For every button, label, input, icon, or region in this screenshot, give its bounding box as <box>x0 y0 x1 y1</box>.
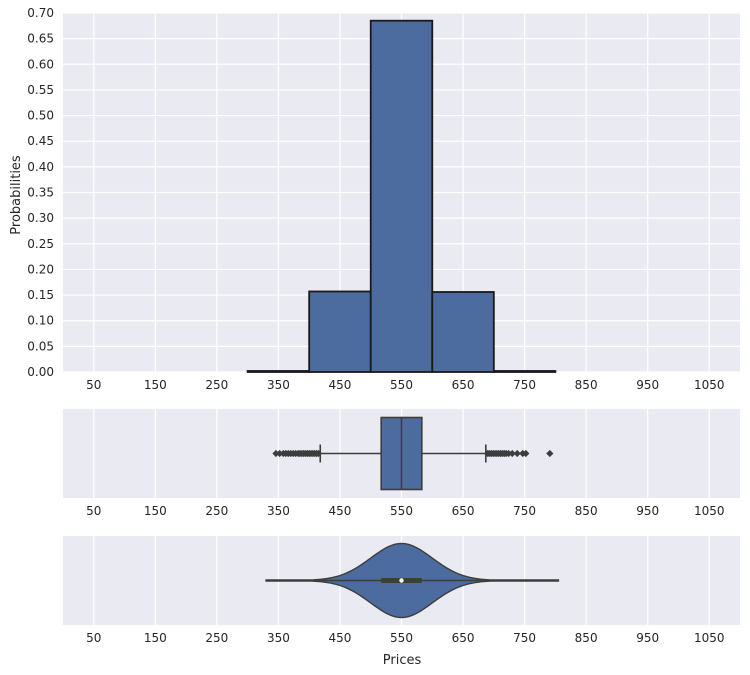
violin-panel: 50 150 250 350 450 550 650 750 850 950 1050 Prices <box>63 536 740 668</box>
x-tick-label: 850 <box>575 504 598 518</box>
y-tick-label: 0.45 <box>27 134 54 148</box>
x-tick-label: 750 <box>513 504 536 518</box>
y-tick-label: 0.20 <box>27 262 54 276</box>
y-tick-label: 0.60 <box>27 57 54 71</box>
x-tick-label: 650 <box>452 504 475 518</box>
x-tick-label: 250 <box>205 378 228 392</box>
x-tick-label: 350 <box>267 378 290 392</box>
x-tick-label: 150 <box>144 378 167 392</box>
histogram-bar <box>492 370 557 373</box>
histogram-bar <box>308 290 372 373</box>
x-tick-label: 950 <box>636 631 659 645</box>
x-tick-label: 850 <box>575 631 598 645</box>
x-tick-label: 850 <box>575 378 598 392</box>
x-tick-label: 650 <box>452 378 475 392</box>
y-tick-label: 0.10 <box>27 314 54 328</box>
boxplot-marks <box>272 416 554 491</box>
histogram-x-ticks: 50 150 250 350 450 550 650 750 850 950 1050 <box>86 378 724 392</box>
y-tick-label: 0.50 <box>27 109 54 123</box>
x-tick-label: 950 <box>636 378 659 392</box>
x-tick-label: 650 <box>452 631 475 645</box>
boxplot-outlier <box>276 449 284 458</box>
y-tick-label: 0.65 <box>27 32 54 46</box>
violin-x-axis-label: Prices <box>383 653 422 668</box>
x-tick-label: 450 <box>329 378 352 392</box>
x-tick-label: 250 <box>205 504 228 518</box>
x-tick-label: 50 <box>86 631 101 645</box>
x-tick-label: 1050 <box>694 378 725 392</box>
x-tick-label: 750 <box>513 378 536 392</box>
x-tick-label: 550 <box>390 378 413 392</box>
x-tick-label: 50 <box>86 378 101 392</box>
x-tick-label: 950 <box>636 504 659 518</box>
boxplot-outlier <box>546 449 554 458</box>
x-tick-label: 450 <box>329 504 352 518</box>
y-tick-label: 0.30 <box>27 211 54 225</box>
boxplot-outlier <box>504 449 513 458</box>
boxplot-outlier <box>508 449 516 458</box>
histogram-y-axis-label: Probabilities <box>9 155 24 235</box>
boxplot-outlier <box>314 449 323 458</box>
x-tick-label: 150 <box>144 631 167 645</box>
violin-median-dot <box>399 578 404 583</box>
x-tick-label: 350 <box>267 631 290 645</box>
histogram-bar <box>246 370 311 373</box>
x-tick-label: 550 <box>390 504 413 518</box>
x-tick-label: 150 <box>144 504 167 518</box>
violin-marks <box>265 542 560 619</box>
y-tick-label: 0.15 <box>27 288 54 302</box>
histogram-panel: 50 150 250 350 450 550 650 750 850 950 1050 0.000.… <box>9 6 740 392</box>
x-tick-label: 1050 <box>694 504 725 518</box>
y-tick-label: 0.05 <box>27 339 54 353</box>
boxplot-outlier <box>272 449 280 458</box>
boxplot-panel: 50 150 250 350 450 550 650 750 850 950 1050 <box>63 409 740 518</box>
boxplot-outlier <box>522 449 530 458</box>
x-tick-label: 350 <box>267 504 290 518</box>
violin-x-ticks: 50 150 250 350 450 550 650 750 850 950 1050 <box>86 631 724 645</box>
y-tick-label: 0.25 <box>27 237 54 251</box>
histogram-y-ticks: 0.00 0.05 0.10 0.15 0.20 0.25 0.30 0.35 0.40 0.45… <box>27 6 54 379</box>
boxplot-x-ticks: 50 150 250 350 450 550 650 750 850 950 1050 <box>86 504 724 518</box>
x-tick-label: 1050 <box>694 631 725 645</box>
histogram-bar <box>369 19 434 373</box>
y-tick-label: 0.00 <box>27 365 54 379</box>
boxplot-outlier <box>513 449 521 458</box>
y-tick-label: 0.70 <box>27 6 54 20</box>
y-tick-label: 0.35 <box>27 186 54 200</box>
x-tick-label: 50 <box>86 504 101 518</box>
x-tick-label: 450 <box>329 631 352 645</box>
y-tick-label: 0.55 <box>27 83 54 97</box>
x-tick-label: 250 <box>205 631 228 645</box>
histogram-bar <box>431 291 495 373</box>
x-tick-label: 750 <box>513 631 536 645</box>
y-tick-label: 0.40 <box>27 160 54 174</box>
x-tick-label: 550 <box>390 631 413 645</box>
histogram-bars <box>246 19 557 373</box>
